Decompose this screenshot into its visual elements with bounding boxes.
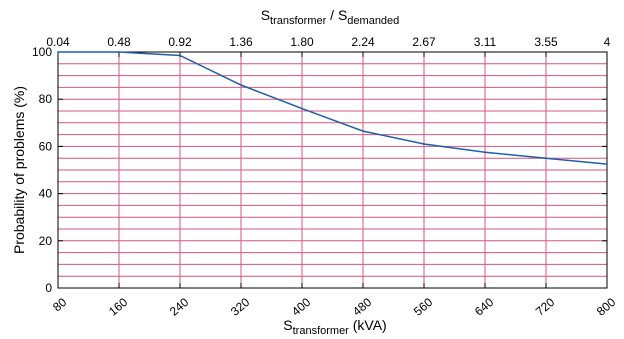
grid <box>58 52 607 288</box>
top-tick-label: 1.36 <box>229 35 253 49</box>
data-point <box>545 157 547 160</box>
data-point <box>362 130 364 132</box>
data-point <box>484 151 486 154</box>
y-tick-label: 0 <box>45 281 52 295</box>
data-point <box>118 51 120 53</box>
series-line <box>58 51 608 165</box>
x-tick-label: 560 <box>411 295 436 319</box>
top-tick-label: 0.92 <box>168 35 192 49</box>
x-tick-label: 240 <box>167 295 192 319</box>
top-tick-label: 1.80 <box>290 35 314 49</box>
x-tick-label: 160 <box>106 295 131 319</box>
data-point <box>301 107 303 110</box>
series <box>57 51 608 166</box>
x-axis-title: Stransformer (kVA) <box>283 317 386 337</box>
x-tick-label: 640 <box>472 295 497 319</box>
data-point <box>240 84 242 86</box>
data-point <box>423 143 425 145</box>
y-tick-label: 20 <box>39 234 53 248</box>
axes <box>57 51 608 289</box>
top-tick-label: 0.48 <box>107 35 131 49</box>
top-tick-label: 2.24 <box>351 35 375 49</box>
top-axis-title-s1: S <box>261 7 270 23</box>
y-axis-title: Probability of problems (%) <box>11 86 27 254</box>
data-point <box>606 163 608 166</box>
x-tick-label: 800 <box>594 295 619 319</box>
plot-frame <box>57 51 608 289</box>
x-axis-title-unit: (kVA) <box>349 317 387 333</box>
data-point <box>57 51 59 53</box>
top-axis-title: Stransformer / Sdemanded <box>261 7 400 27</box>
x-tick-label: 720 <box>533 295 558 319</box>
top-tick-label: 0.04 <box>46 35 70 49</box>
x-axis-title-main: S <box>283 317 292 333</box>
x-tick-label: 80 <box>50 295 69 315</box>
x-tick-label: 400 <box>289 295 314 319</box>
y-tick-label: 60 <box>39 139 53 153</box>
x-tick-label: 320 <box>228 295 253 319</box>
top-tick-label: 2.67 <box>412 35 436 49</box>
top-axis-title-sub1: transformer <box>270 15 327 27</box>
y-tick-label: 40 <box>39 187 53 201</box>
x-tick-label: 480 <box>350 295 375 319</box>
y-tick-label: 80 <box>39 92 53 106</box>
top-axis-title-sub2: demanded <box>347 15 399 27</box>
top-tick-label: 3.55 <box>534 35 558 49</box>
top-tick-label: 4 <box>604 35 611 49</box>
y-tick-label: 100 <box>32 45 52 59</box>
top-axis-title-sep: / S <box>326 7 347 23</box>
top-tick-label: 3.11 <box>474 35 497 49</box>
data-point <box>179 54 181 57</box>
x-axis-title-sub: transformer <box>293 325 350 337</box>
